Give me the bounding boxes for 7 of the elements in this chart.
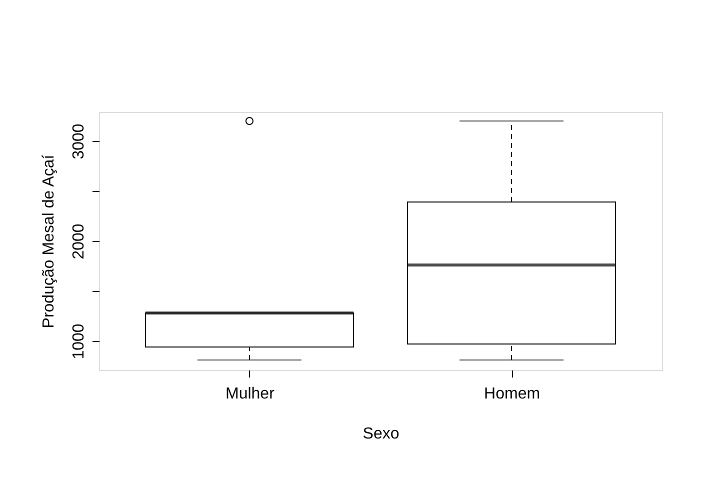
x-tick-label: Mulher — [225, 386, 276, 402]
y-tick-label: 3000 — [70, 124, 88, 160]
y-tick-label: 1000 — [70, 324, 88, 360]
x-axis-title: Sexo — [362, 426, 400, 442]
y-axis-title: Produção Mesal de Açaí — [40, 154, 58, 328]
x-tick-label: Homem — [484, 386, 540, 402]
y-tick-label: 2000 — [70, 224, 88, 260]
